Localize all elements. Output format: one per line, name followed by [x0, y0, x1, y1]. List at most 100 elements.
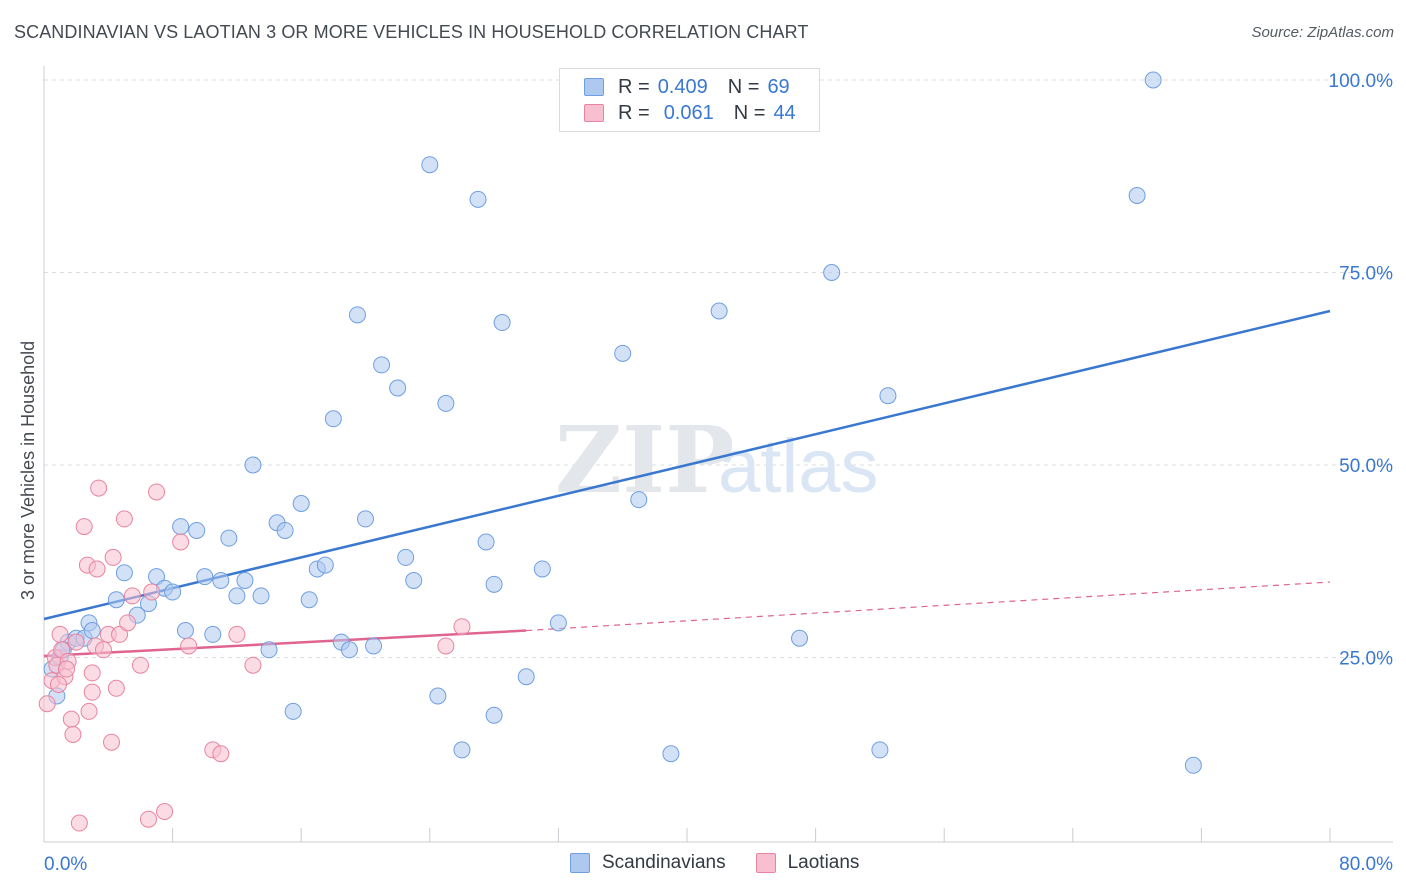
point-scandinavian: [324, 410, 342, 428]
point-scandinavian: [236, 572, 254, 589]
point-scandinavian: [244, 456, 262, 474]
point-scandinavian: [710, 302, 728, 320]
legend-n-label: N =: [727, 75, 760, 98]
legend-item-scandinavians: Scandinavians: [570, 852, 726, 874]
point-scandinavian: [316, 556, 334, 574]
point-laotian: [94, 641, 112, 659]
point-scandinavian: [1144, 71, 1162, 89]
point-laotian: [83, 683, 101, 701]
point-scandinavian: [204, 625, 222, 643]
point-scandinavian: [485, 575, 503, 593]
trendline-scandinavians: [43, 309, 1331, 621]
point-laotian: [148, 483, 166, 501]
point-scandinavian: [477, 533, 495, 551]
point-scandinavian: [365, 637, 383, 655]
point-laotian: [119, 614, 137, 632]
point-scandinavian: [300, 591, 318, 609]
legend-label-scandinavians: Scandinavians: [602, 852, 726, 873]
point-scandinavian: [437, 394, 455, 412]
point-laotian: [104, 548, 122, 566]
point-scandinavian: [176, 622, 194, 640]
point-scandinavian: [630, 491, 648, 509]
point-laotian: [62, 710, 80, 728]
point-scandinavian: [823, 264, 841, 281]
points: [38, 71, 1202, 832]
point-laotian: [453, 618, 471, 636]
point-scandinavian: [1184, 756, 1202, 774]
legend-item-laotians: Laotians: [755, 852, 860, 874]
point-scandinavian: [421, 156, 439, 174]
point-laotian: [88, 560, 106, 578]
point-laotian: [80, 702, 98, 720]
trendline-laotians: [43, 629, 527, 658]
point-scandinavian: [549, 614, 567, 632]
point-laotian: [90, 479, 108, 497]
point-scandinavian: [164, 583, 182, 601]
point-scandinavian: [485, 706, 503, 724]
point-scandinavian: [1128, 187, 1146, 204]
point-scandinavian: [453, 741, 471, 759]
point-laotian: [38, 695, 56, 713]
point-laotian: [111, 625, 129, 643]
source-label: Source: ZipAtlas.com: [1251, 24, 1394, 41]
legend-r-label: R =: [618, 75, 650, 98]
point-laotian: [107, 679, 125, 697]
y-tick-label: 50.0%: [1339, 456, 1393, 477]
axes: [43, 66, 1393, 843]
point-scandinavian: [348, 306, 366, 324]
x-tick-label: 0.0%: [44, 854, 87, 875]
point-scandinavian: [212, 572, 230, 589]
point-scandinavian: [405, 572, 423, 589]
point-scandinavian: [107, 591, 125, 609]
stats-legend: R = 0.409 N = 69 R = 0.061 N = 44: [559, 68, 820, 132]
point-laotian: [212, 745, 230, 763]
point-scandinavian: [292, 495, 310, 512]
point-scandinavian: [148, 568, 166, 586]
legend-swatch-pink: [755, 853, 776, 873]
chart-title: SCANDINAVIAN VS LAOTIAN 3 OR MORE VEHICL…: [14, 22, 809, 42]
point-scandinavian: [533, 560, 551, 578]
point-laotian: [70, 814, 88, 832]
y-axis-label: 3 or more Vehicles in Household: [18, 340, 38, 600]
point-scandinavian: [83, 622, 101, 640]
point-scandinavian: [228, 587, 246, 605]
legend-swatch-blue: [570, 853, 590, 873]
trendlines: [43, 309, 1331, 658]
point-scandinavian: [429, 687, 447, 705]
point-scandinavian: [276, 521, 294, 539]
point-scandinavian: [196, 568, 214, 586]
point-scandinavian: [115, 564, 133, 582]
point-laotian: [64, 726, 82, 743]
point-scandinavian: [260, 641, 278, 659]
legend-row-laotians: R = 0.061 N = 44: [584, 101, 796, 125]
point-laotian: [75, 518, 93, 536]
legend-n-value: 69: [767, 75, 790, 98]
point-scandinavian: [188, 521, 206, 539]
point-laotian: [228, 625, 246, 643]
point-laotian: [103, 733, 121, 751]
y-tick-label: 100.0%: [1329, 71, 1394, 92]
point-scandinavian: [791, 629, 809, 647]
legend-r-value: 0.409: [657, 75, 708, 98]
y-tick-label: 75.0%: [1339, 264, 1393, 285]
point-scandinavian: [879, 387, 897, 405]
point-laotian: [139, 810, 157, 828]
legend-row-scandinavians: R = 0.409 N = 69: [584, 75, 790, 99]
legend-r-label: R =: [618, 101, 650, 124]
point-scandinavian: [614, 344, 632, 362]
point-laotian: [172, 533, 190, 551]
legend-r-value: 0.061: [663, 101, 714, 124]
point-laotian: [49, 675, 67, 693]
point-laotian: [58, 660, 76, 678]
point-scandinavian: [389, 379, 407, 397]
point-scandinavian: [284, 702, 302, 720]
legend-n-value: 44: [773, 101, 796, 124]
legend-label-laotians: Laotians: [787, 852, 860, 873]
point-laotian: [156, 803, 174, 820]
point-laotian: [51, 625, 69, 643]
x-tick-label: 80.0%: [1339, 854, 1393, 875]
point-laotian: [244, 656, 262, 674]
legend-n-label: N =: [733, 101, 766, 124]
